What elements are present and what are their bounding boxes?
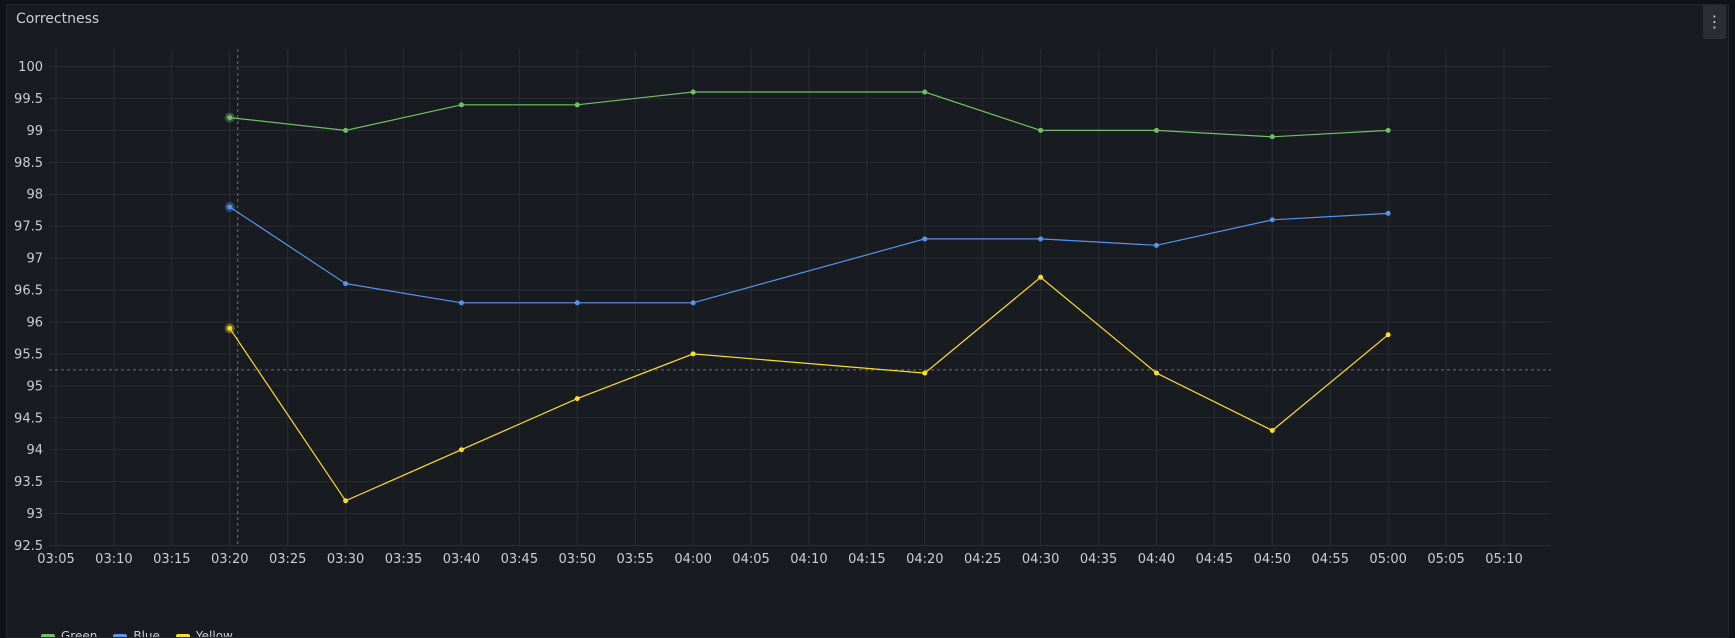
y-tick-label: 95.5: [14, 347, 43, 362]
data-point: [458, 102, 464, 108]
data-point: [574, 102, 580, 108]
x-tick-label: 05:10: [1485, 552, 1522, 567]
data-point: [343, 127, 349, 133]
data-point: [1385, 210, 1391, 216]
x-tick-label: 04:40: [1138, 552, 1175, 567]
legend-swatch: [175, 634, 190, 637]
data-point: [227, 115, 233, 121]
y-tick-label: 96.5: [14, 284, 43, 299]
x-tick-label: 03:35: [385, 552, 422, 567]
data-point: [343, 281, 349, 287]
x-tick-label: 04:55: [1312, 552, 1349, 567]
data-point: [574, 396, 580, 402]
legend-label: Blue: [133, 629, 160, 638]
legend-item[interactable]: Green: [41, 629, 98, 638]
data-point: [690, 300, 696, 306]
y-tick-label: 100: [18, 60, 43, 75]
legend-item[interactable]: Blue: [113, 629, 160, 638]
data-point: [1269, 217, 1275, 223]
y-tick-label: 93: [26, 507, 43, 522]
legend-swatch: [41, 634, 55, 637]
y-tick-label: 99: [26, 124, 43, 139]
y-tick-label: 92.5: [14, 539, 43, 554]
x-tick-label: 04:35: [1080, 552, 1117, 567]
series-line-blue: [229, 206, 1389, 304]
y-tick-label: 94.5: [14, 411, 43, 426]
series-line-yellow: [229, 276, 1389, 502]
y-tick-label: 97: [26, 252, 43, 267]
series-line-green: [229, 91, 1389, 138]
y-tick-label: 93.5: [14, 475, 43, 490]
kebab-menu-icon[interactable]: ⋮: [1703, 5, 1726, 39]
data-point: [1269, 134, 1275, 140]
x-tick-label: 03:15: [153, 552, 190, 567]
x-tick-label: 04:20: [906, 552, 943, 567]
data-point: [1385, 127, 1391, 133]
data-point: [227, 204, 233, 210]
data-point: [1153, 370, 1159, 376]
data-point: [227, 325, 233, 331]
x-tick-label: 04:00: [674, 552, 711, 567]
x-tick-label: 03:05: [37, 552, 74, 567]
data-point: [458, 300, 464, 306]
data-point: [690, 89, 696, 95]
data-point: [690, 351, 696, 357]
legend-swatch: [113, 634, 128, 637]
data-point: [1038, 274, 1044, 280]
x-tick-label: 03:45: [501, 552, 538, 567]
x-tick-label: 04:25: [964, 552, 1001, 567]
data-point: [1038, 236, 1044, 242]
x-tick-label: 03:50: [559, 552, 596, 567]
data-point: [1269, 428, 1275, 434]
x-tick-label: 04:15: [848, 552, 885, 567]
y-tick-label: 96: [26, 315, 43, 330]
data-point: [343, 498, 349, 504]
x-tick-label: 04:10: [790, 552, 827, 567]
y-tick-label: 97.5: [14, 220, 43, 235]
chart-legend: Green Blue Yellow: [41, 629, 233, 638]
data-point: [1038, 127, 1044, 133]
y-tick-label: 95: [26, 379, 43, 394]
data-point: [1153, 127, 1159, 133]
legend-label: Yellow: [195, 629, 233, 638]
y-tick-label: 98.5: [14, 156, 43, 171]
chart-panel: Correctness ⋮ 100 99.5 99 98.5 98 97.5 97 96.5 9…: [6, 4, 1729, 638]
x-tick-label: 03:20: [211, 552, 248, 567]
line-chart[interactable]: 100 99.5 99 98.5 98 97.5 97 96.5 96 95.5 95 94.5 94 9…: [7, 5, 1729, 638]
x-tick-label: 04:05: [732, 552, 769, 567]
x-tick-label: 03:25: [269, 552, 306, 567]
data-point: [922, 370, 928, 376]
data-point: [922, 236, 928, 242]
data-point: [458, 447, 464, 453]
y-tick-label: 94: [26, 443, 43, 458]
data-point: [574, 300, 580, 306]
x-tick-label: 03:55: [616, 552, 653, 567]
data-point: [1153, 242, 1159, 248]
data-point: [1385, 332, 1391, 338]
panel-title: Correctness: [16, 11, 100, 27]
x-tick-label: 05:05: [1427, 552, 1464, 567]
x-tick-label: 03:10: [95, 552, 132, 567]
legend-label: Green: [61, 629, 98, 638]
data-point: [922, 89, 928, 95]
x-tick-label: 03:30: [327, 552, 364, 567]
x-tick-label: 05:00: [1369, 552, 1406, 567]
y-tick-label: 99.5: [14, 92, 43, 107]
x-tick-label: 04:45: [1196, 552, 1233, 567]
x-tick-label: 04:50: [1254, 552, 1291, 567]
x-tick-label: 04:30: [1022, 552, 1059, 567]
legend-item[interactable]: Yellow: [175, 629, 233, 638]
y-tick-label: 98: [26, 188, 43, 203]
x-tick-label: 03:40: [443, 552, 480, 567]
